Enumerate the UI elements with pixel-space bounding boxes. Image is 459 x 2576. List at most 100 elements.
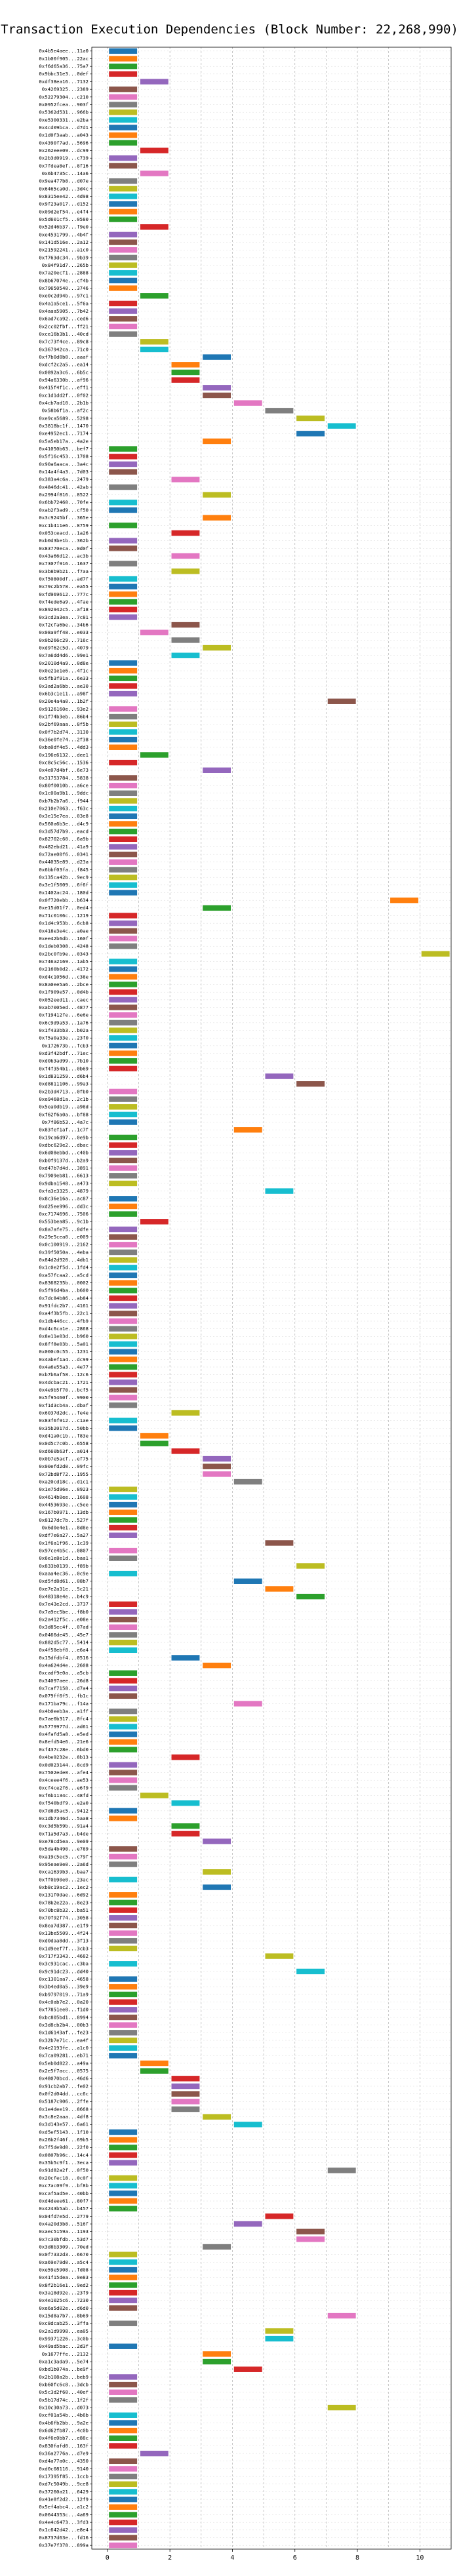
transaction-bar <box>109 484 138 490</box>
transaction-label: 0x97ce4b5c...0807 <box>39 1548 89 1554</box>
transaction-label: 0xd8811106...99a3 <box>39 1081 89 1087</box>
transaction-label: 0x35b2017d...50bb <box>39 1425 89 1431</box>
transaction-bar <box>109 1547 138 1554</box>
transaction-bar <box>109 2289 138 2296</box>
transaction-bar <box>233 2221 262 2227</box>
transaction-label: 0x83f6f912...c1ae <box>39 1417 89 1423</box>
transaction-label: 0x4e4c6473...3fd3 <box>39 2520 89 2526</box>
transaction-label: 0x91cb2ab7...fe02 <box>39 2083 89 2089</box>
transaction-bar <box>109 1770 138 1775</box>
transaction-label: 0x1d9eef7f...3cb3 <box>39 1945 89 1951</box>
transaction-label: 0xf4ede6a9...4fae <box>39 599 89 604</box>
transaction-label: 0xcadf9e0a...a5cb <box>39 1670 89 1676</box>
transaction-bar <box>109 454 138 460</box>
transaction-bar <box>109 316 138 322</box>
transaction-label: 0xf540bdf9...e2a0 <box>39 1800 89 1806</box>
transaction-bar <box>203 767 231 773</box>
x-tick-label: 4 <box>230 2554 234 2562</box>
x-tick-label: 8 <box>355 2554 359 2562</box>
transaction-label: 0x1f6a1f96...1c39 <box>39 1540 89 1546</box>
transaction-label: 0x1f433bb3...b02a <box>39 1027 89 1033</box>
transaction-bar <box>109 1303 138 1309</box>
transaction-bar <box>109 1142 138 1148</box>
transaction-label: 0x3d85ec4f...07ad <box>39 1624 89 1630</box>
transaction-label: 0x1e4dee19...8668 <box>39 2106 89 2112</box>
transaction-bar <box>109 2527 138 2533</box>
transaction-bar <box>109 1739 138 1745</box>
chart-title: Transaction Execution Dependencies (Bloc… <box>1 22 458 37</box>
transaction-label: 0x70f92f74...3058 <box>39 1915 89 1921</box>
transaction-bar <box>171 362 200 368</box>
transaction-label: 0xdf7e6a27...5a27 <box>39 1532 89 1538</box>
transaction-label: 0x053ceacd...1a26 <box>39 530 89 536</box>
transaction-bar <box>171 2076 200 2082</box>
transaction-bar <box>233 1701 262 1707</box>
transaction-bar <box>109 721 138 727</box>
transaction-label: 0x5a5eb17a...4a2e <box>39 438 89 444</box>
transaction-label: 0xfa3e3325...4879 <box>39 1188 89 1194</box>
transaction-bar <box>203 385 231 391</box>
transaction-label: 0x3c8e2aaa...4df8 <box>39 2114 89 2120</box>
transaction-label: 0x6e1e8e1d...baa1 <box>39 1555 89 1561</box>
transaction-label: 0x37e7f378...899a <box>39 2543 89 2548</box>
transaction-bar <box>109 859 138 865</box>
transaction-label: 0x6d0e4e1...8d8e <box>42 1524 89 1530</box>
transaction-bar <box>109 1402 138 1408</box>
transaction-label: 0x383a4c6a...2479 <box>39 477 89 483</box>
transaction-bar <box>296 2229 325 2234</box>
transaction-label: 0x4c0ab7e2...0a20 <box>39 1999 89 2005</box>
transaction-bar <box>140 1433 169 1439</box>
transaction-label: 0x1deb0308...4248 <box>39 943 89 949</box>
transaction-label: 0x72bd8f72...1955 <box>39 1471 89 1477</box>
transaction-label: 0x7d8d5ac5...9412 <box>39 1808 89 1813</box>
transaction-label: 0x6c9d9a53...1a76 <box>39 1020 89 1025</box>
transaction-label: 0xcf01a54b...4b6b <box>39 2412 89 2418</box>
transaction-bar <box>109 2305 138 2311</box>
transaction-bar <box>171 530 200 536</box>
transaction-label: 0x0892a3c6...6b5c <box>39 369 89 375</box>
transaction-bar <box>171 2083 200 2090</box>
transaction-label: 0x5d601cf5...0580 <box>39 216 89 222</box>
transaction-label: 0x19ca6d97...0e9b <box>39 1134 89 1140</box>
transaction-bar <box>109 102 138 108</box>
transaction-label: 0x6ad7ca92...ced6 <box>39 316 89 322</box>
transaction-bar <box>203 1463 231 1469</box>
transaction-bar <box>109 2519 138 2526</box>
transaction-label: 0xc3d5b59b...91a4 <box>39 1823 89 1829</box>
transaction-label: 0x9126160e...93e2 <box>39 706 89 712</box>
transaction-bar <box>109 140 138 146</box>
transaction-bar <box>109 1088 138 1095</box>
transaction-label: 0x6037d2dc...fe4e <box>39 1410 89 1416</box>
transaction-label: 0x91fdc2b7...4161 <box>39 1303 89 1309</box>
transaction-bar <box>233 1578 262 1584</box>
transaction-bar <box>171 2099 200 2105</box>
transaction-label: 0x7a9ec5be...f8b0 <box>39 1609 89 1615</box>
transaction-bar <box>109 1035 138 1041</box>
transaction-label: 0x5f96d4ba...b600 <box>39 1288 89 1294</box>
transaction-label: 0x8315ee42...4d98 <box>39 193 89 199</box>
transaction-label: 0x1677ffe...2132 <box>42 2351 89 2357</box>
transaction-bar <box>109 1555 138 1561</box>
transaction-label: 0x5187c906...2ffe <box>39 2099 89 2105</box>
transaction-label: 0x2a1d9998...ea05 <box>39 2328 89 2334</box>
transaction-label: 0x6bbf03fa...f845 <box>39 867 89 873</box>
transaction-bar <box>109 713 138 720</box>
transaction-label: 0xd4deee61...80f7 <box>39 2198 89 2204</box>
transaction-label: 0x7a6dd4d6...99e1 <box>39 652 89 658</box>
transaction-label: 0xd25ee996...dd3c <box>39 1203 89 1209</box>
transaction-bar <box>171 2091 200 2097</box>
transaction-bar <box>109 614 138 620</box>
transaction-label: 0x48318e4e...b4c9 <box>39 1594 89 1600</box>
transaction-label: 0xcaf5ad5e...40bb <box>39 2190 89 2196</box>
transaction-label: 0x3d143e57...6a61 <box>39 2122 89 2128</box>
transaction-label: 0x2994f816...8522 <box>39 492 89 498</box>
transaction-bar <box>109 660 138 666</box>
transaction-bar <box>171 1823 200 1829</box>
transaction-label: 0x2bc0fb9e...0343 <box>39 951 89 957</box>
transaction-bar <box>109 2274 138 2280</box>
transaction-label: 0xdbc629e2...dbac <box>39 1142 89 1148</box>
transaction-bar <box>109 1180 138 1187</box>
transaction-bar <box>296 1593 325 1600</box>
transaction-bar <box>109 2420 138 2426</box>
transaction-bar <box>233 1127 262 1133</box>
